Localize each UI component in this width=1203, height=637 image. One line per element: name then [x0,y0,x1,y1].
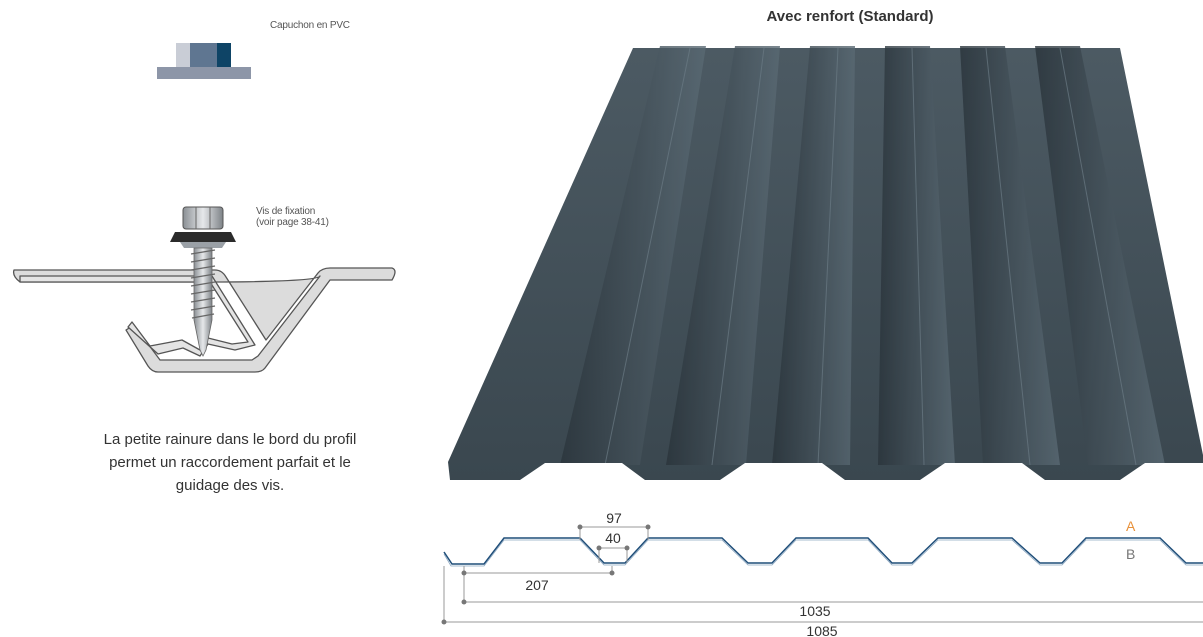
description-line3: guidage des vis. [175,477,285,494]
cap-mid-segment [190,43,217,67]
upper-sheet-profile [19,275,256,357]
cap-light-segment [176,43,190,67]
pvc-cap-label: Capuchon en PVC [270,20,350,31]
cap-dark-segment [217,43,231,67]
screw-label-line1: Vis de fixation [256,206,316,217]
description-line2: permet un raccordement parfait et le [109,454,351,471]
sheet-rib [1035,46,1165,465]
side-b-label: B [1126,546,1135,562]
dim-label-97: 97 [606,510,622,526]
sheet-title: Avec renfort (Standard) [766,8,934,25]
sheet-rib [772,46,855,465]
screw-washer [170,232,236,242]
profile-line [443,537,1203,565]
dim-label-40: 40 [605,530,621,546]
cap-base [157,67,251,79]
fixing-screw [170,206,236,357]
trapezoidal-sheet [448,46,1203,488]
pvc-cap [157,43,251,79]
sheet-rib [960,46,1060,465]
screw-label-line2: (voir page 38-41) [256,217,329,228]
side-a-label: A [1126,518,1136,534]
screw-label: Vis de fixation (voir page 38-41) [256,206,329,228]
lower-sheet-profile [12,267,396,373]
dim-label-207: 207 [525,577,549,593]
dimension-lines [443,526,1203,623]
dim-label-1085: 1085 [806,623,837,637]
description-line1: La petite rainure dans le bord du profil [103,431,357,448]
sheet-rib [878,46,955,465]
profile-description: La petite rainure dans le bord du profil… [30,428,430,497]
profile-overlap-detail [12,267,396,373]
dim-label-1035: 1035 [799,603,830,619]
sheet-bottom-edge [448,463,1203,488]
screw-hex-head [182,206,224,230]
cross-section-profile [443,537,1203,567]
